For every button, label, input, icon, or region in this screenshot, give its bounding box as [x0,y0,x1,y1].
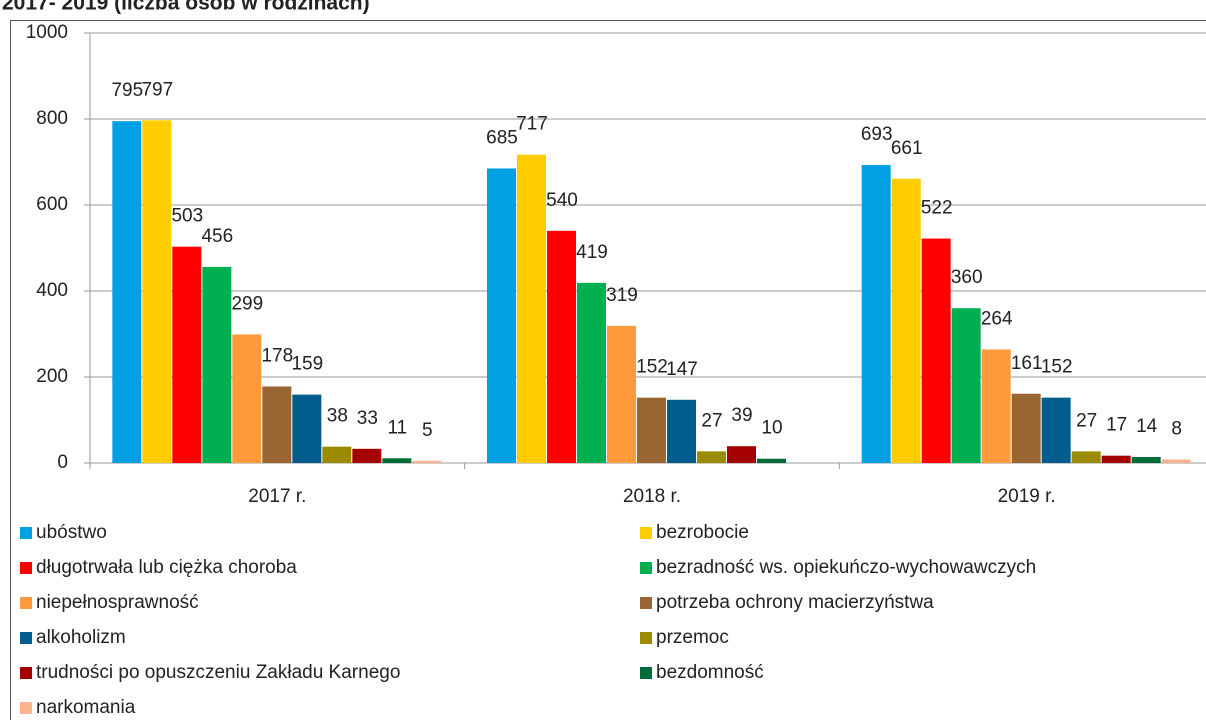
data-label: 661 [891,138,923,159]
legend-label: ubóstwo [36,522,107,543]
title-bg [0,0,500,20]
x-tick-label: 2019 r. [998,486,1056,507]
x-tick-label: 2017 r. [248,486,306,507]
y-tick-label: 200 [36,366,68,387]
legend-label: potrzeba ochrony macierzyństwa [656,592,934,613]
y-tick-label: 800 [36,108,68,129]
data-label: 27 [701,410,722,431]
y-tick-label: 0 [57,452,68,473]
data-label: 11 [387,417,407,438]
legend-swatch [640,562,652,574]
legend-swatch [640,527,652,539]
data-label: 264 [981,308,1013,329]
legend-swatch [640,667,652,679]
legend-label: trudności po opuszczeniu Zakładu Karnego [36,662,400,683]
data-label: 5 [422,420,433,441]
bar [202,266,232,463]
data-label: 147 [666,359,698,380]
data-label: 360 [951,267,983,288]
data-label: 540 [546,190,578,211]
data-label: 38 [327,406,348,427]
legend-label: bezradność ws. opiekuńczo-wychowawczych [656,557,1036,578]
bar [921,238,951,463]
data-label: 319 [606,285,638,306]
legend-label: długotrwała lub ciężka choroba [36,557,297,578]
data-label: 33 [357,408,378,429]
data-label: 797 [141,79,173,100]
bar [1161,459,1191,463]
bar [1071,451,1101,463]
legend-swatch [640,632,652,644]
bar [487,168,516,463]
bar [232,334,262,463]
data-label: 159 [291,354,323,375]
bar [697,451,726,463]
data-label: 14 [1136,416,1158,437]
legend-swatch [20,632,32,644]
data-label: 685 [486,127,518,148]
bar [981,349,1011,463]
bar [607,325,636,463]
data-label: 161 [1011,353,1043,374]
data-label: 178 [261,345,293,366]
bar [757,458,786,463]
bar [1131,456,1161,463]
data-label: 503 [171,206,203,227]
bar [1011,393,1041,463]
bar [1101,455,1131,463]
data-label: 456 [201,226,233,247]
bar [861,165,891,463]
bar [382,458,412,463]
legend-label: alkoholizm [36,627,126,648]
data-label: 693 [861,124,893,145]
y-tick-label: 1000 [26,22,68,43]
chart-frame [10,20,1206,720]
legend-label: przemoc [656,627,729,648]
legend-swatch [20,527,32,539]
legend-swatch [20,597,32,609]
legend-swatch [20,667,32,679]
bar [352,448,382,463]
bar [1041,397,1071,463]
bar [517,154,546,463]
bar [891,178,921,463]
bar [412,460,442,463]
data-label: 27 [1076,410,1097,431]
bar [322,446,352,463]
legend-swatch [640,597,652,609]
data-label: 522 [921,198,953,219]
data-label: 795 [111,80,143,101]
chart-title: 2017- 2019 (liczba osób w rodzinach) [2,0,370,15]
data-label: 10 [761,418,782,439]
legend-label: narkomania [36,697,136,718]
legend-label: bezrobocie [656,522,749,543]
data-label: 17 [1106,415,1127,436]
data-label: 152 [636,357,668,378]
data-label: 39 [731,405,752,426]
bar [547,230,576,463]
legend-swatch [20,702,32,714]
data-label: 299 [231,293,263,314]
data-label: 8 [1171,419,1182,440]
legend-swatch [20,562,32,574]
bar [667,399,696,463]
legend-label: niepełnosprawność [36,592,199,613]
bar [142,120,172,463]
bar [637,397,666,463]
y-tick-label: 600 [36,194,68,215]
bar [262,386,292,463]
x-tick-label: 2018 r. [623,486,681,507]
bar [951,308,981,463]
bar [292,394,322,463]
data-label: 419 [576,242,608,263]
bar [112,121,142,464]
data-label: 717 [516,114,548,135]
y-tick-label: 400 [36,280,68,301]
bar [577,282,606,463]
data-label: 152 [1041,357,1073,378]
bar [172,246,202,463]
bar [727,446,756,463]
legend-label: bezdomność [656,662,764,683]
